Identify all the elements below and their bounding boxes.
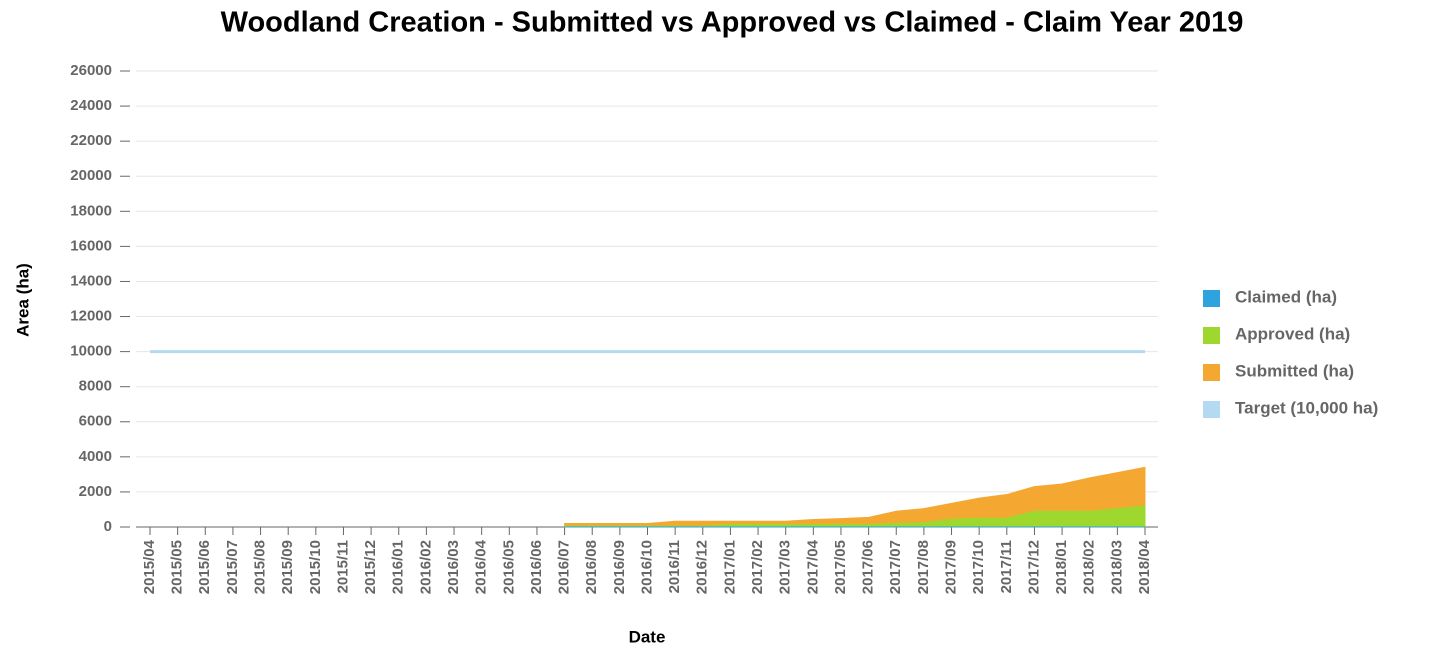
x-tick-label: 2017/07 [887, 540, 904, 594]
legend-swatch [1203, 364, 1220, 381]
y-axis-title: Area (ha) [13, 263, 32, 337]
x-tick-label: 2015/05 [169, 540, 186, 594]
y-tick-label: 18000 [70, 202, 112, 219]
x-tick-label: 2018/02 [1081, 540, 1098, 594]
x-tick-label: 2016/11 [666, 540, 683, 593]
x-tick-label: 2016/07 [556, 540, 573, 594]
x-tick-label: 2016/09 [611, 540, 628, 594]
area [564, 466, 1146, 528]
x-tick-label: 2017/05 [832, 540, 849, 594]
x-tick-label: 2016/01 [390, 540, 407, 594]
x-tick-label: 2016/03 [445, 540, 462, 594]
y-tick-label: 2000 [79, 483, 112, 500]
y-tick-label: 6000 [79, 413, 112, 430]
legend-swatch [1203, 290, 1220, 307]
area [564, 505, 1146, 528]
legend-label: Claimed (ha) [1235, 287, 1337, 306]
x-tick-label: 2017/01 [721, 540, 738, 594]
x-tick-label: 2015/08 [252, 540, 269, 594]
y-tick-label: 4000 [79, 448, 112, 465]
x-tick-label: 2015/09 [279, 540, 296, 594]
x-tick-label: 2016/10 [638, 540, 655, 594]
y-tick-label: 22000 [70, 132, 112, 149]
x-tick-label: 2017/06 [860, 540, 877, 594]
y-tick-label: 20000 [70, 167, 112, 184]
legend-label: Approved (ha) [1235, 324, 1350, 343]
x-tick-label: 2017/03 [777, 540, 794, 594]
legend-label: Submitted (ha) [1235, 361, 1354, 380]
chart-title: Woodland Creation - Submitted vs Approve… [221, 7, 1244, 39]
legend-swatch [1203, 401, 1220, 418]
x-tick-label: 2018/03 [1108, 540, 1125, 594]
y-tick-label: 24000 [70, 97, 112, 114]
y-tick-label: 16000 [70, 237, 112, 254]
x-tick-label: 2016/06 [528, 540, 545, 594]
y-tick-label: 10000 [70, 343, 112, 360]
y-tick-label: 14000 [70, 272, 112, 289]
x-tick-label: 2018/01 [1053, 540, 1070, 594]
x-tick-label: 2016/12 [694, 540, 711, 594]
x-tick-label: 2017/02 [749, 540, 766, 594]
x-tick-label: 2017/12 [1025, 540, 1042, 594]
x-tick-label: 2017/10 [970, 540, 987, 594]
x-axis-title: Date [629, 627, 666, 646]
legend-swatch [1203, 327, 1220, 344]
y-tick-label: 26000 [70, 62, 112, 79]
x-tick-label: 2015/11 [334, 540, 351, 593]
x-tick-label: 2017/04 [804, 539, 821, 594]
legend-label: Target (10,000 ha) [1235, 398, 1378, 417]
x-tick-label: 2017/09 [942, 540, 959, 594]
x-tick-label: 2016/05 [500, 540, 517, 594]
y-tick-label: 0 [104, 518, 112, 535]
x-tick-label: 2016/04 [473, 539, 490, 594]
x-tick-label: 2015/12 [362, 540, 379, 594]
y-tick-label: 12000 [70, 308, 112, 325]
y-tick-label: 8000 [79, 378, 112, 395]
x-tick-label: 2015/04 [141, 539, 158, 594]
x-tick-label: 2016/02 [417, 540, 434, 594]
x-tick-label: 2016/08 [583, 540, 600, 594]
x-tick-label: 2015/06 [196, 540, 213, 594]
x-tick-label: 2015/07 [224, 540, 241, 594]
x-tick-label: 2017/08 [915, 540, 932, 594]
x-tick-label: 2015/10 [307, 540, 324, 594]
x-tick-label: 2017/11 [998, 540, 1015, 593]
x-tick-label: 2018/04 [1136, 539, 1153, 594]
